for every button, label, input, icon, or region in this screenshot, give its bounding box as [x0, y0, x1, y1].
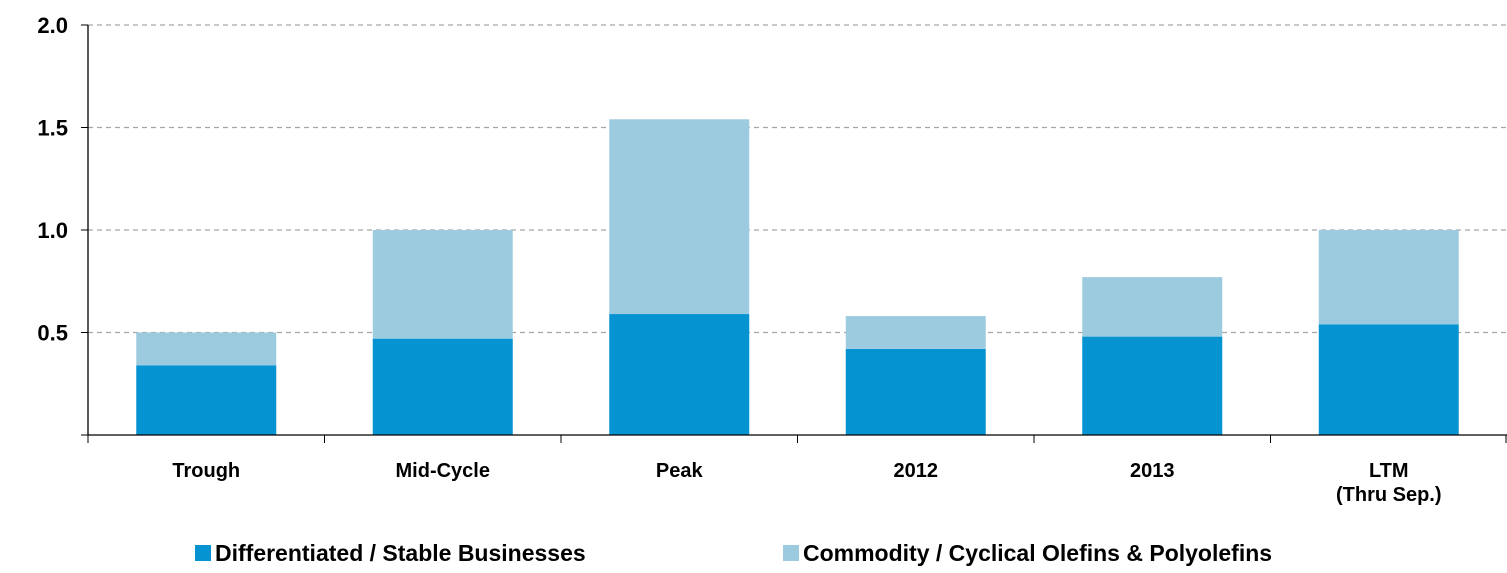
bar-segment [609, 119, 750, 315]
y-tick-label: 1.0 [37, 218, 68, 243]
y-tick-label: 2.0 [37, 13, 68, 38]
bar-segment [845, 348, 986, 435]
bar-segment [1082, 277, 1223, 337]
bar-segment [372, 338, 513, 435]
bar-segment [845, 316, 986, 349]
bar-segment [1318, 230, 1459, 325]
bar-segment [372, 230, 513, 339]
x-tick-label: 2012 [894, 460, 939, 482]
bar-segment [136, 332, 277, 366]
x-tick-label: Peak [656, 460, 704, 482]
x-tick-label: 2013 [1130, 460, 1175, 482]
legend-item: Commodity / Cyclical Olefins & Polyolefi… [783, 540, 1272, 566]
y-tick-label: 1.5 [37, 116, 68, 141]
legend-item: Differentiated / Stable Businesses [195, 540, 586, 566]
legend-swatch [195, 545, 211, 561]
x-tick-label: Mid-Cycle [396, 460, 490, 482]
legend-label: Differentiated / Stable Businesses [215, 540, 586, 566]
x-tick-label: Trough [172, 460, 240, 482]
bar-segment [136, 365, 277, 435]
legend-label: Commodity / Cyclical Olefins & Polyolefi… [803, 540, 1272, 566]
x-tick-label: LTM (Thru Sep.) [1336, 460, 1442, 506]
bar-segment [1318, 324, 1459, 435]
y-tick-label: 0.5 [37, 321, 68, 346]
legend-swatch [783, 545, 799, 561]
bar-segment [609, 314, 750, 435]
bar-segment [1082, 336, 1223, 435]
